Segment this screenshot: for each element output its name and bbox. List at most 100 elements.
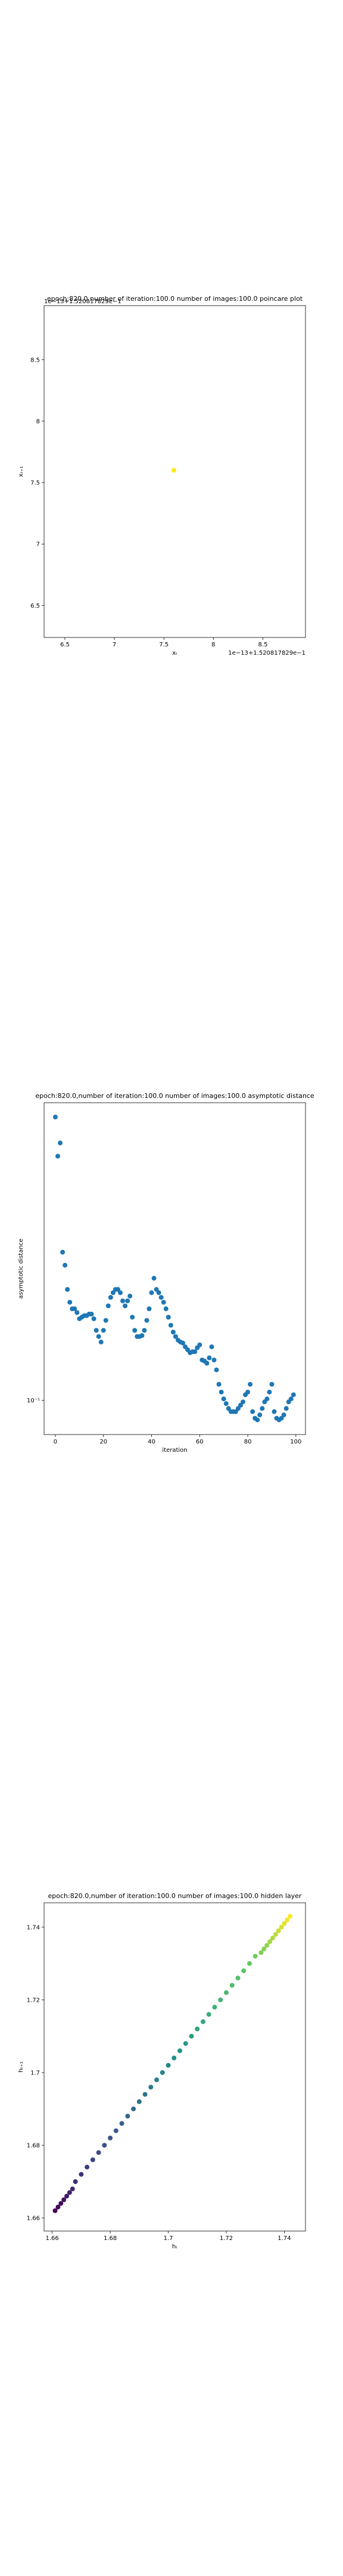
- point: [120, 1298, 126, 1303]
- point: [123, 1303, 128, 1308]
- point: [257, 1413, 263, 1418]
- point: [144, 1318, 149, 1323]
- point: [216, 1382, 222, 1387]
- point: [279, 1924, 284, 1930]
- point: [267, 1939, 273, 1945]
- point: [264, 1943, 270, 1948]
- point: [65, 1287, 70, 1292]
- x-tick-label: 1.7: [164, 2235, 173, 2242]
- point: [74, 1310, 80, 1315]
- point: [172, 2055, 177, 2061]
- point: [218, 1997, 223, 2002]
- point: [55, 2204, 61, 2210]
- x-axis-label: xₜ: [172, 650, 177, 657]
- point: [279, 1415, 284, 1421]
- point: [288, 1396, 294, 1402]
- y-tick-label: 10⁻¹: [27, 1398, 40, 1404]
- point: [102, 2142, 107, 2148]
- point: [142, 1328, 147, 1333]
- point: [207, 1355, 212, 1361]
- point: [156, 1290, 161, 1295]
- point: [115, 1287, 120, 1292]
- point: [229, 1983, 235, 1988]
- x-tick-label: 7: [113, 642, 116, 648]
- y-tick-label: 7.5: [30, 480, 40, 487]
- point: [118, 1290, 123, 1295]
- y-tick-label: 8.5: [30, 357, 40, 363]
- y-offset-text: 1e−13+1.520817829e−1: [44, 298, 121, 305]
- y-tick-label: 1.7: [30, 2070, 40, 2076]
- point: [163, 1306, 169, 1311]
- x-tick-label: 1.72: [220, 2235, 233, 2242]
- point: [238, 1402, 243, 1408]
- point: [58, 2201, 64, 2206]
- point: [170, 1330, 176, 1335]
- point: [177, 2048, 183, 2054]
- point: [90, 2157, 95, 2163]
- point: [204, 1361, 210, 1366]
- point: [166, 1314, 171, 1320]
- x-tick-label: 60: [196, 1439, 204, 1445]
- point: [245, 1389, 251, 1395]
- x-tick-label: 20: [99, 1439, 107, 1445]
- point: [272, 1409, 277, 1414]
- point: [223, 1401, 229, 1407]
- point: [192, 1349, 198, 1354]
- x-offset-text: 1e−13+1.520817829e−1: [228, 650, 305, 657]
- point: [201, 2019, 206, 2024]
- x-tick-label: 40: [148, 1439, 155, 1445]
- point: [89, 1311, 94, 1317]
- point: [98, 1339, 104, 1345]
- x-tick-label: 1.66: [46, 2235, 59, 2242]
- point: [113, 2128, 119, 2133]
- point: [247, 1961, 252, 1966]
- plot-frame: [43, 1902, 306, 2232]
- point: [240, 1399, 245, 1405]
- point: [101, 1328, 106, 1333]
- point: [139, 1333, 145, 1338]
- point: [154, 2077, 160, 2083]
- y-tick-label: 7: [36, 542, 40, 548]
- point: [67, 2190, 72, 2195]
- y-tick-label: 1.66: [27, 2216, 40, 2222]
- point: [260, 1406, 265, 1411]
- point: [146, 1306, 152, 1311]
- x-tick-label: 8.5: [258, 642, 268, 648]
- point: [96, 2150, 101, 2155]
- y-axis-label: xₜ₊₁: [18, 466, 24, 477]
- point: [73, 2179, 78, 2185]
- point: [273, 1932, 278, 1937]
- point: [52, 2208, 58, 2213]
- point: [195, 2026, 200, 2031]
- point: [58, 1140, 63, 1146]
- point: [61, 2197, 67, 2202]
- point: [267, 1389, 272, 1395]
- point: [183, 2041, 188, 2046]
- x-tick-label: 7.5: [159, 642, 169, 648]
- point: [214, 1367, 219, 1373]
- point: [168, 1323, 173, 1328]
- point: [285, 1917, 290, 1922]
- point: [91, 1316, 96, 1321]
- point: [136, 2099, 142, 2104]
- point: [108, 1295, 113, 1300]
- point: [221, 1396, 226, 1402]
- x-tick-label: 6.5: [60, 642, 70, 648]
- point: [108, 2135, 113, 2141]
- point: [206, 2012, 211, 2017]
- point: [161, 1299, 166, 1305]
- point: [63, 1262, 68, 1268]
- y-axis-label: asymptotic distance: [18, 1239, 24, 1299]
- point: [158, 1295, 164, 1300]
- point: [85, 2164, 90, 2170]
- point: [283, 1406, 289, 1411]
- point: [235, 1406, 241, 1411]
- x-tick-label: 8: [211, 642, 215, 648]
- chart-title: epoch:820.0,number of iteration:100.0 nu…: [47, 295, 303, 303]
- point: [105, 1303, 111, 1308]
- point: [212, 2005, 217, 2010]
- x-tick-label: 100: [290, 1439, 301, 1445]
- point: [125, 1298, 130, 1303]
- point: [255, 1417, 260, 1423]
